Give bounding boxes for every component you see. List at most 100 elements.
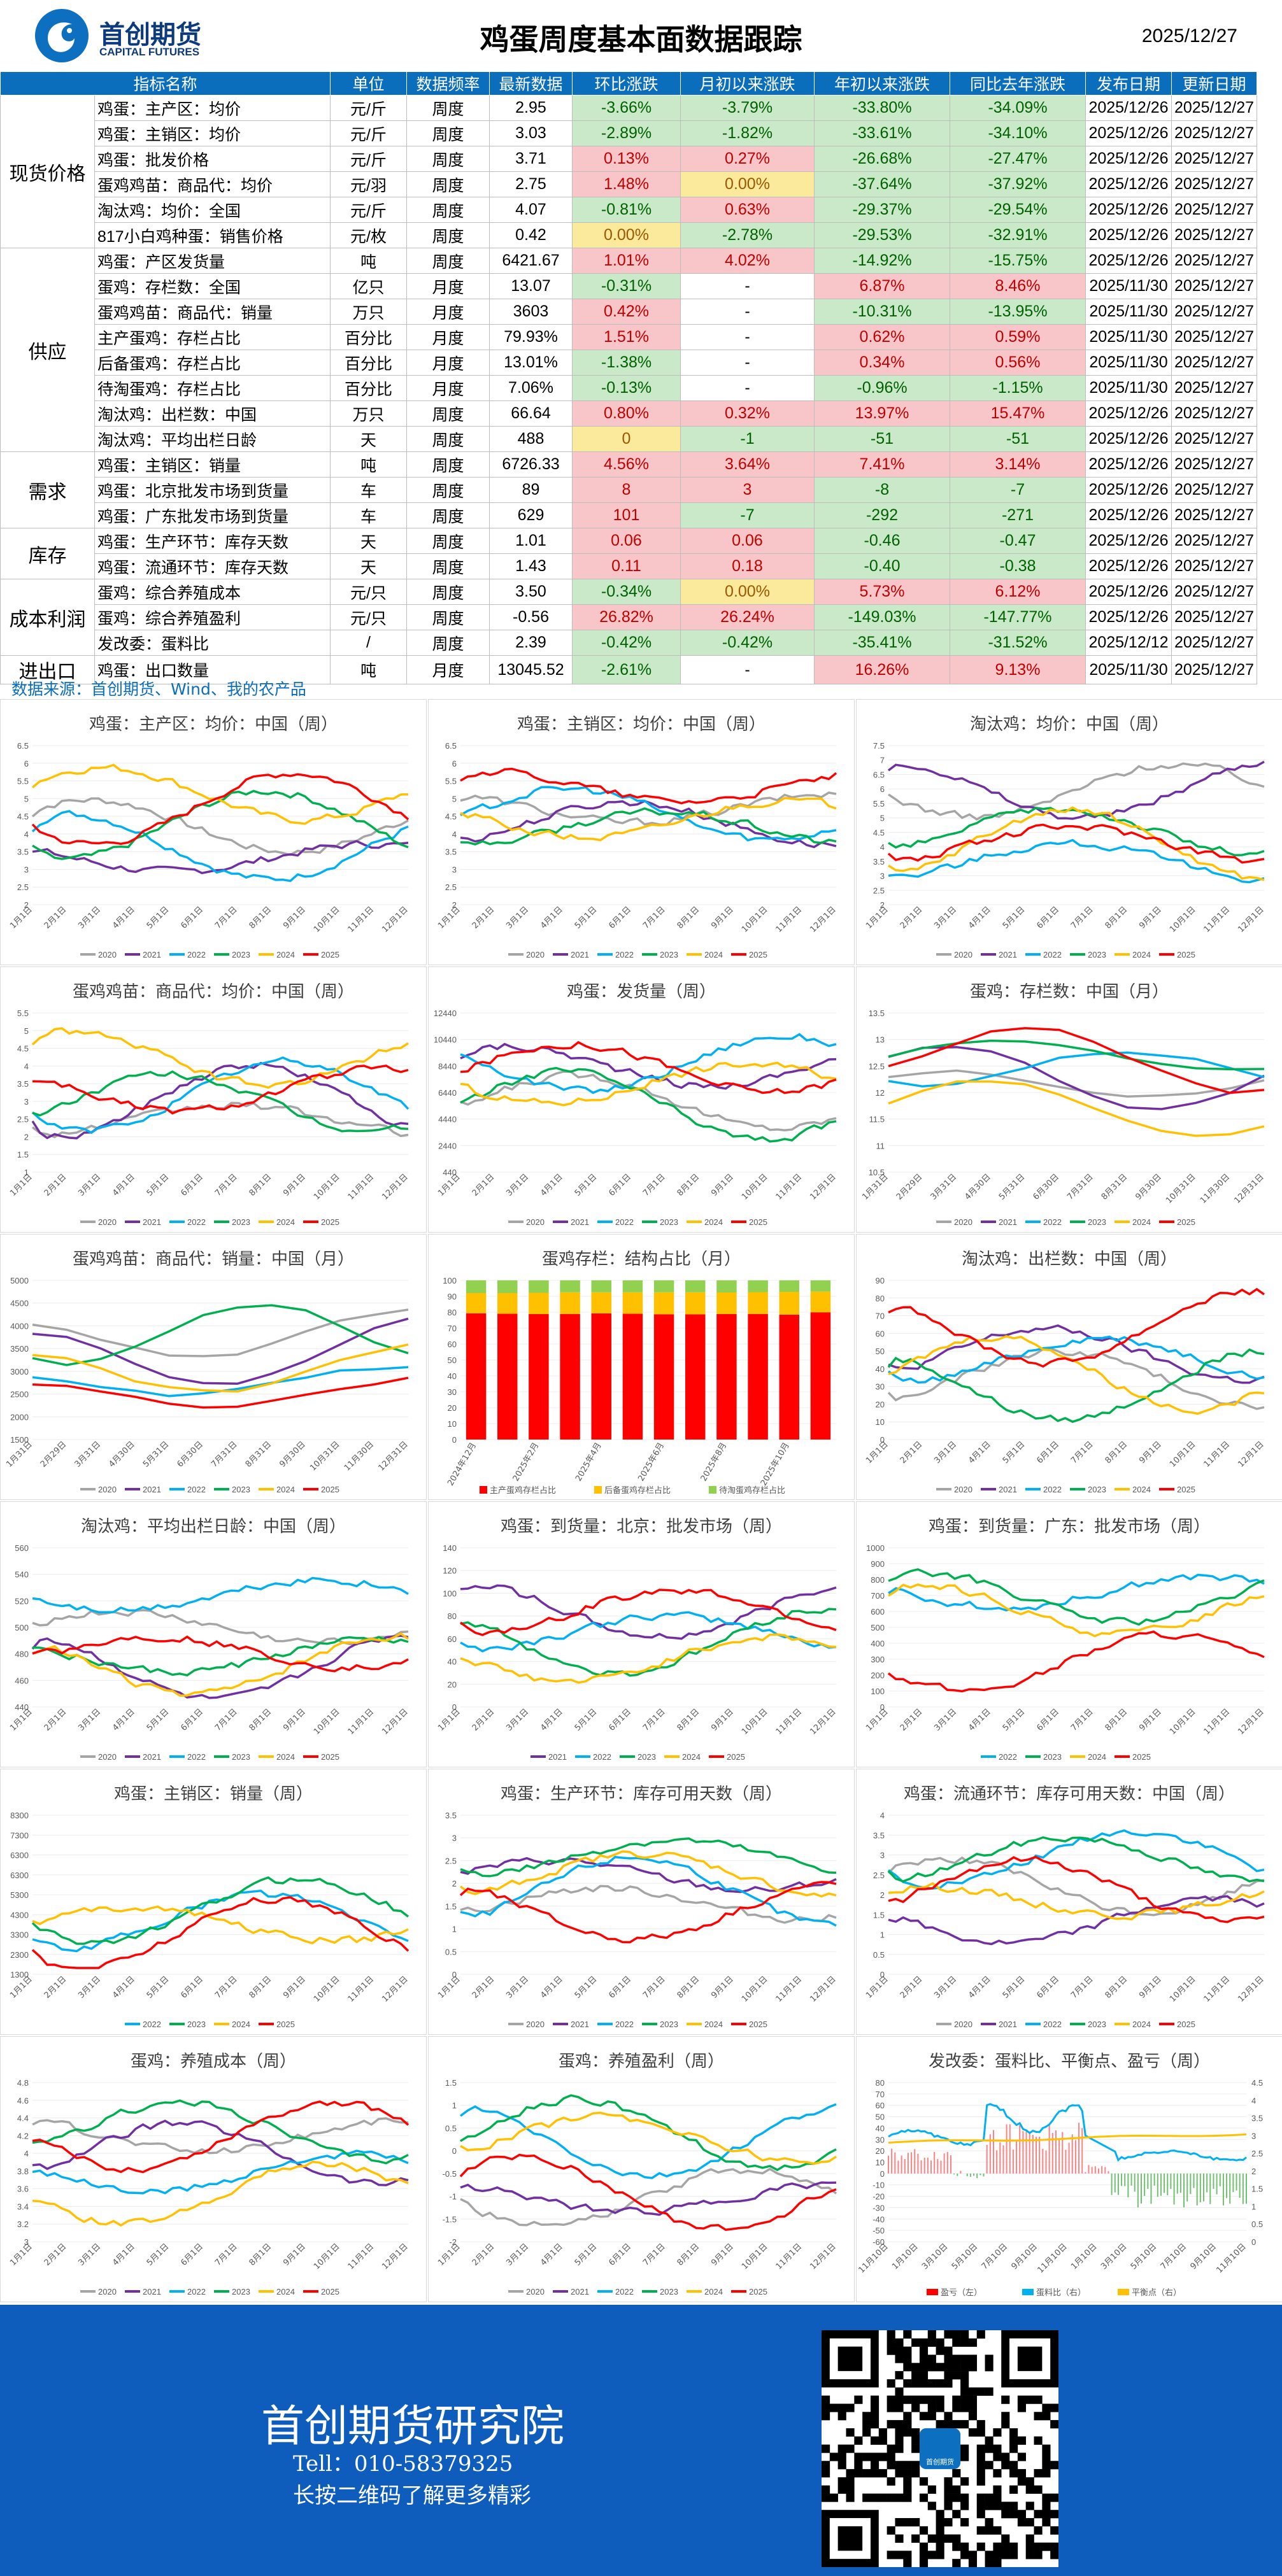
series-line-2021 <box>888 1895 1265 1946</box>
legend-label: 2020 <box>98 2287 117 2296</box>
x-tick-label: 2月1日 <box>899 1707 925 1733</box>
cell-unit: 天 <box>330 553 407 579</box>
y-tick-label: 4.2 <box>17 2131 29 2141</box>
y-tick-label: 200 <box>871 1671 885 1680</box>
cell-pub: 2025/12/26 <box>1085 400 1172 427</box>
x-tick-label: 11月1日 <box>346 1707 376 1737</box>
qr-module <box>903 2551 912 2559</box>
x-tick-label: 2月1日 <box>471 1172 497 1198</box>
qr-module <box>903 2477 912 2486</box>
qr-module <box>919 2542 929 2551</box>
x-tick-label: 12月1日 <box>380 1707 410 1737</box>
cell-ytd: -0.96% <box>814 375 950 401</box>
x-tick-label: 9月1日 <box>281 1707 308 1733</box>
qr-code[interactable]: 首创期货 <box>822 2330 1059 2568</box>
legend-label: 2025 <box>749 1217 767 1227</box>
chart-c17: -2 -1.5 -1 -0.5 0 0.5 1 1.5 1月1日 2月1日 3月1日 4月1日 5月1日… <box>428 2036 855 2302</box>
y-tick-label: 3 <box>880 1851 885 1860</box>
y-tick-label: 20 <box>448 1403 457 1413</box>
qr-module <box>887 2493 895 2502</box>
bar-segment <box>591 1280 611 1292</box>
x-tick-label: 5月1日 <box>145 1707 171 1733</box>
cell-pub: 2025/11/30 <box>1085 324 1172 350</box>
x-tick-label: 2月1日 <box>471 905 497 931</box>
qr-module <box>837 2461 846 2470</box>
qr-module <box>976 2502 985 2510</box>
x-tick-label: 10月1日 <box>740 1974 770 2004</box>
category-cell: 现货价格 <box>0 95 95 248</box>
cell-ytd: -0.40 <box>814 553 950 579</box>
y-tick-label: 1000 <box>866 1543 885 1553</box>
cell-pub: 2025/12/26 <box>1085 451 1172 478</box>
qr-module <box>1034 2412 1043 2421</box>
chart-title: 蛋鸡鸡苗：商品代：均价：中国（周） <box>72 982 354 1001</box>
series-line-2020 <box>460 791 837 826</box>
cell-mtd: 0.32% <box>680 400 815 427</box>
cell-yoy: -29.54% <box>950 197 1086 223</box>
table-row: 需求 鸡蛋：主销区：销量吨周度 6726.33 4.56% 3.64% 7.41% 3.14… <box>0 451 1257 528</box>
table-row: 发改委：蛋料比 / 周度 2.39 -0.42% -0.42% -35.41% -31.52%… <box>1 630 1257 656</box>
x-tick-label: 4月1日 <box>539 905 565 931</box>
qr-module <box>976 2428 985 2437</box>
series-line-2023 <box>888 1568 1265 1626</box>
qr-module <box>903 2354 912 2363</box>
qr-module <box>1009 2502 1018 2510</box>
qr-module <box>895 2420 904 2429</box>
legend-swatch <box>594 1486 602 1494</box>
y-tick-label: 3500 <box>10 1344 29 1354</box>
y-tick-label: 1.5 <box>445 2078 457 2088</box>
series-line-2021 <box>460 1857 837 1893</box>
legend-label: 2020 <box>526 2287 545 2296</box>
legend-label: 2022 <box>615 2287 634 2296</box>
cell-ytd: -0.46 <box>814 528 950 554</box>
x-tick-label: 1月10日 <box>1069 2242 1099 2272</box>
qr-module <box>960 2371 969 2380</box>
chart-title: 淘汰鸡：均价：中国（周） <box>969 715 1169 734</box>
series-line-2022 <box>887 1829 1265 1890</box>
cell-yoy: 9.13% <box>950 655 1086 684</box>
legend-label: 2020 <box>98 950 117 959</box>
y-tick-label: 6.5 <box>445 741 457 751</box>
legend-label: 2020 <box>98 1752 117 1762</box>
series-line-2024 <box>32 2160 409 2227</box>
qr-module <box>878 2428 887 2437</box>
category-cell: 进出口 <box>0 655 95 684</box>
y-tick-label: 6 <box>880 784 885 794</box>
x-tick-label: 11月1日 <box>346 1172 376 1202</box>
series-line-2025 <box>460 767 837 805</box>
qr-module <box>976 2444 985 2453</box>
cell-wow: -0.13% <box>572 375 681 401</box>
bar-segment <box>810 1280 831 1292</box>
y-tick-label: 1300 <box>10 1970 29 1979</box>
y-tick-label: 80 <box>876 2078 885 2088</box>
qr-module <box>903 2346 912 2355</box>
y-tick-label: 2.5 <box>445 882 457 892</box>
qr-module <box>903 2428 912 2437</box>
cell-upd: 2025/12/27 <box>1171 146 1257 172</box>
qr-module <box>822 2412 830 2421</box>
qr-module <box>952 2403 961 2412</box>
table-row: 待淘蛋鸡：存栏占比 百分比 月度 7.06% -0.13% - -0.96% -1.15% 20… <box>1 375 1257 401</box>
x-tick-label: 2月1日 <box>471 1707 497 1733</box>
qr-module <box>911 2403 920 2412</box>
x-tick-label: 11月10日 <box>857 2242 890 2275</box>
qr-module <box>919 2477 929 2486</box>
bar-segment <box>779 1292 799 1315</box>
legend-swatch <box>709 1486 716 1494</box>
cell-upd: 2025/12/27 <box>1171 324 1257 350</box>
qr-module <box>837 2485 846 2494</box>
qr-module <box>1017 2452 1026 2461</box>
series-line-2024 <box>32 1905 409 1944</box>
x-tick-label: 10月1日 <box>740 1172 770 1202</box>
qr-module <box>903 2485 912 2494</box>
legend-label: 2023 <box>660 2287 678 2296</box>
qr-module <box>968 2428 978 2437</box>
cell-freq: 月度 <box>406 299 490 325</box>
legend-label: 2022 <box>1043 950 1062 959</box>
cell-name: 蛋鸡：综合养殖盈利 <box>94 604 331 630</box>
x-tick-label: 3月10日 <box>920 2242 950 2272</box>
legend-label: 2025 <box>749 950 767 959</box>
table-row: 进出口 鸡蛋：出口数量吨月度 13045.52 -2.61% -16.26% 9.13% 2… <box>0 655 1257 684</box>
qr-module <box>1017 2469 1026 2478</box>
x-tick-label: 6月30日 <box>1031 1172 1061 1202</box>
